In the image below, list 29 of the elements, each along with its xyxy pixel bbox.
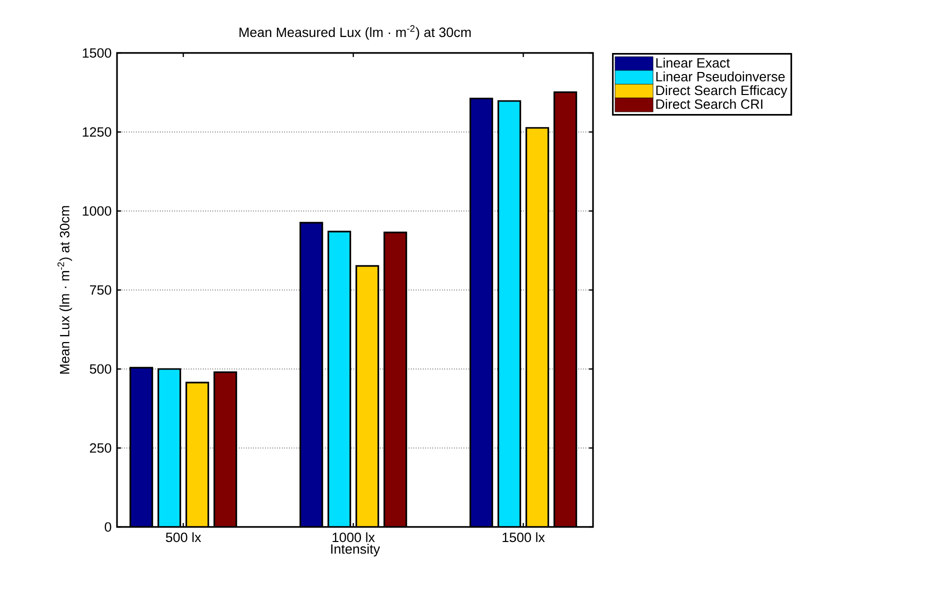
bar xyxy=(526,127,550,527)
bar xyxy=(300,222,324,527)
y-axis-title: Mean Lux (lm · m$^{-2}$) at 30cm xyxy=(57,206,72,374)
bar xyxy=(130,366,154,527)
bar xyxy=(328,230,352,527)
y-tick-label: 1000 xyxy=(82,206,112,216)
bar xyxy=(384,232,408,527)
bar xyxy=(356,265,380,527)
x-tick-label: 1000 lx xyxy=(332,532,375,542)
bar xyxy=(158,368,182,527)
bar xyxy=(214,371,238,527)
x-axis-title: Intensity xyxy=(331,544,380,556)
y-tick-label: 1250 xyxy=(82,127,112,137)
y-tick-label: 250 xyxy=(90,443,112,453)
bar xyxy=(554,91,578,527)
bar xyxy=(498,100,522,527)
y-tick-label: 1500 xyxy=(82,48,112,58)
legend-label: Direct Search CRI xyxy=(656,99,762,109)
y-tick-label: 500 xyxy=(90,364,112,374)
legend-label: Linear Exact xyxy=(656,58,730,68)
legend-label: Linear Pseudoinverse xyxy=(656,72,785,82)
chart-title: Mean Measured Lux (lm · m$^{-2}$) at 30cm xyxy=(240,25,471,40)
bar xyxy=(186,382,210,527)
x-tick-label: 1500 lx xyxy=(502,532,545,542)
y-tick-label: 0 xyxy=(104,522,112,532)
x-tick-label: 500 lx xyxy=(166,532,202,542)
legend-label: Direct Search Efficacy xyxy=(656,85,788,98)
bar xyxy=(470,98,494,527)
y-tick-label: 750 xyxy=(90,285,112,295)
